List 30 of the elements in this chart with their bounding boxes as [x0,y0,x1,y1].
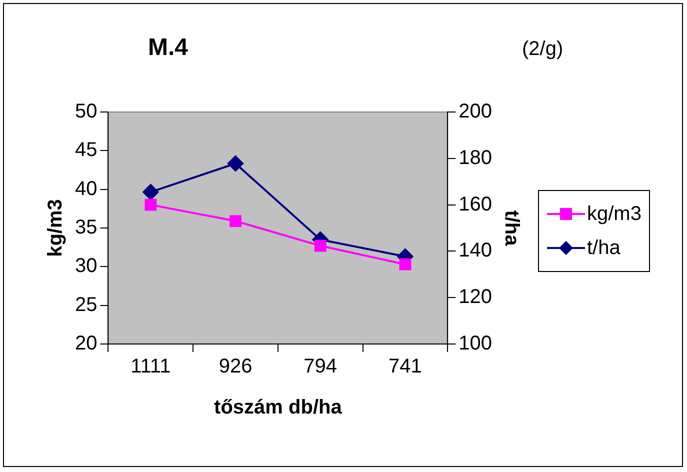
y-tick-label: 40 [74,178,98,200]
y-axis-title: kg/m3 [44,199,67,257]
legend-label: t/ha [587,236,620,260]
y2-tick-label: 180 [458,146,492,169]
point [142,184,159,200]
y2-tick-label: 160 [458,193,492,216]
x-tick-label: 1111 [130,356,171,378]
point [314,240,326,252]
point [228,156,244,172]
text: (2/g) [522,38,564,61]
y-tick-label: 35 [74,216,98,239]
y2-tick-label: 120 [458,286,492,308]
y2-tick-label: 140 [458,240,492,262]
y-tick-label: 30 [74,255,98,278]
chart-title: M.4 [148,34,188,62]
x-tick-label: 741 [388,356,422,378]
x-axis-title: tőszám db/ha [214,396,343,419]
y2-tick-label: 200 [458,100,492,123]
point [230,215,242,227]
legend-label: kg/m3 [587,202,642,226]
x-tick-label: 794 [304,356,338,378]
point [144,198,157,211]
y2-axis-title: t/ha [500,210,522,247]
x-tick-label: 926 [218,356,252,378]
y-tick-label: 50 [74,100,98,123]
y-tick-label: 45 [74,139,98,162]
y2-tick-label: 100 [458,332,492,355]
point [399,258,412,270]
y-tick-label: 20 [74,332,98,355]
y-tick-label: 25 [74,294,98,316]
